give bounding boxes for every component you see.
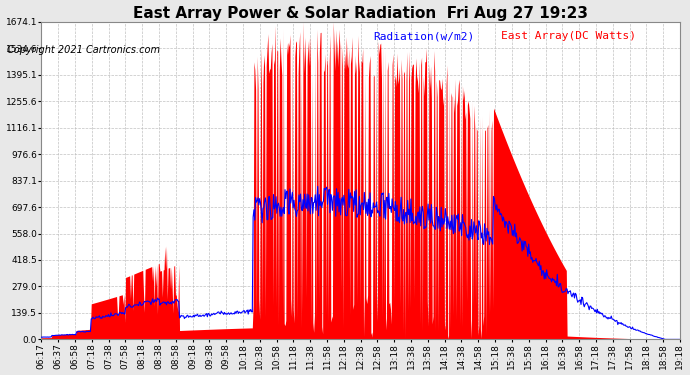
Text: East Array(DC Watts): East Array(DC Watts)	[501, 31, 636, 41]
Text: Radiation(w/m2): Radiation(w/m2)	[373, 31, 475, 41]
Title: East Array Power & Solar Radiation  Fri Aug 27 19:23: East Array Power & Solar Radiation Fri A…	[133, 6, 588, 21]
Text: Copyright 2021 Cartronics.com: Copyright 2021 Cartronics.com	[7, 45, 160, 55]
